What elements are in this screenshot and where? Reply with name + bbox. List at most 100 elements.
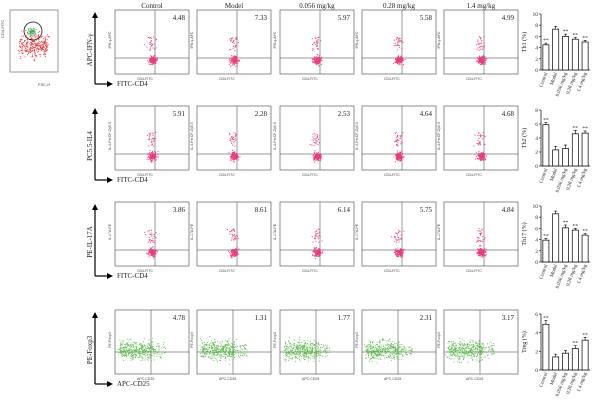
event bbox=[319, 251, 321, 253]
event bbox=[377, 345, 379, 347]
event bbox=[306, 353, 307, 354]
event bbox=[229, 350, 231, 352]
event bbox=[476, 237, 478, 239]
event bbox=[367, 352, 369, 354]
event bbox=[236, 250, 238, 252]
events bbox=[228, 132, 241, 163]
event bbox=[321, 240, 323, 242]
event bbox=[396, 134, 398, 136]
event bbox=[401, 155, 403, 157]
event bbox=[397, 59, 399, 61]
event bbox=[159, 356, 161, 358]
event bbox=[469, 354, 471, 356]
event bbox=[479, 57, 481, 59]
event bbox=[482, 156, 484, 158]
event bbox=[145, 349, 147, 351]
event bbox=[460, 354, 462, 356]
event bbox=[319, 344, 321, 346]
event bbox=[139, 354, 141, 356]
event bbox=[237, 159, 239, 161]
event bbox=[212, 342, 213, 344]
gating-event bbox=[33, 34, 35, 36]
event bbox=[394, 346, 396, 348]
event bbox=[477, 158, 479, 160]
event bbox=[458, 354, 460, 356]
event bbox=[213, 344, 215, 346]
event bbox=[234, 154, 236, 156]
event bbox=[147, 351, 149, 353]
event bbox=[483, 60, 485, 62]
event bbox=[236, 350, 238, 352]
event bbox=[286, 346, 288, 348]
event bbox=[153, 54, 155, 56]
event bbox=[148, 343, 150, 345]
event bbox=[378, 346, 380, 348]
event bbox=[212, 354, 214, 356]
gating-event bbox=[26, 42, 28, 44]
event bbox=[307, 350, 309, 352]
event bbox=[134, 342, 136, 344]
event bbox=[231, 57, 233, 59]
event bbox=[228, 63, 230, 65]
event bbox=[481, 348, 483, 350]
event bbox=[142, 357, 144, 359]
event bbox=[152, 246, 154, 248]
event bbox=[150, 132, 152, 134]
event bbox=[455, 355, 457, 357]
event bbox=[230, 159, 232, 161]
event bbox=[317, 350, 319, 352]
column-header-3: 0.28 mg/kg bbox=[383, 2, 415, 10]
event bbox=[148, 236, 150, 238]
event bbox=[153, 140, 155, 142]
event bbox=[451, 352, 453, 354]
event bbox=[152, 241, 154, 243]
event bbox=[483, 252, 485, 254]
gating-event bbox=[43, 46, 45, 47]
event bbox=[394, 351, 395, 353]
event bbox=[410, 353, 412, 355]
event bbox=[310, 352, 312, 354]
event bbox=[132, 356, 134, 358]
event bbox=[311, 139, 313, 141]
event bbox=[478, 144, 480, 146]
event bbox=[314, 151, 316, 153]
event bbox=[235, 56, 237, 58]
event bbox=[389, 356, 391, 358]
event bbox=[389, 355, 391, 357]
event bbox=[398, 251, 400, 253]
event bbox=[396, 254, 398, 256]
event bbox=[155, 249, 157, 251]
event bbox=[153, 250, 155, 252]
event bbox=[317, 252, 319, 254]
event bbox=[143, 341, 145, 343]
event bbox=[460, 348, 462, 350]
event bbox=[232, 235, 234, 237]
event bbox=[127, 344, 129, 346]
event bbox=[471, 344, 473, 346]
event bbox=[396, 61, 398, 63]
event bbox=[480, 59, 482, 61]
event bbox=[314, 62, 316, 64]
event bbox=[364, 344, 366, 346]
event bbox=[373, 354, 375, 356]
event bbox=[130, 352, 132, 354]
event bbox=[153, 156, 155, 158]
gating-event bbox=[26, 32, 28, 34]
event bbox=[316, 159, 318, 161]
event bbox=[131, 358, 133, 360]
event bbox=[313, 61, 315, 63]
event bbox=[211, 347, 213, 349]
event bbox=[313, 60, 315, 62]
event bbox=[397, 354, 399, 356]
event bbox=[322, 252, 324, 254]
event bbox=[303, 339, 305, 341]
gating-event bbox=[34, 40, 35, 42]
event bbox=[226, 228, 228, 230]
event bbox=[324, 348, 326, 350]
event bbox=[482, 347, 484, 349]
event bbox=[151, 61, 153, 63]
event bbox=[481, 229, 483, 231]
event bbox=[400, 41, 402, 43]
event bbox=[231, 154, 233, 156]
event bbox=[130, 346, 132, 348]
